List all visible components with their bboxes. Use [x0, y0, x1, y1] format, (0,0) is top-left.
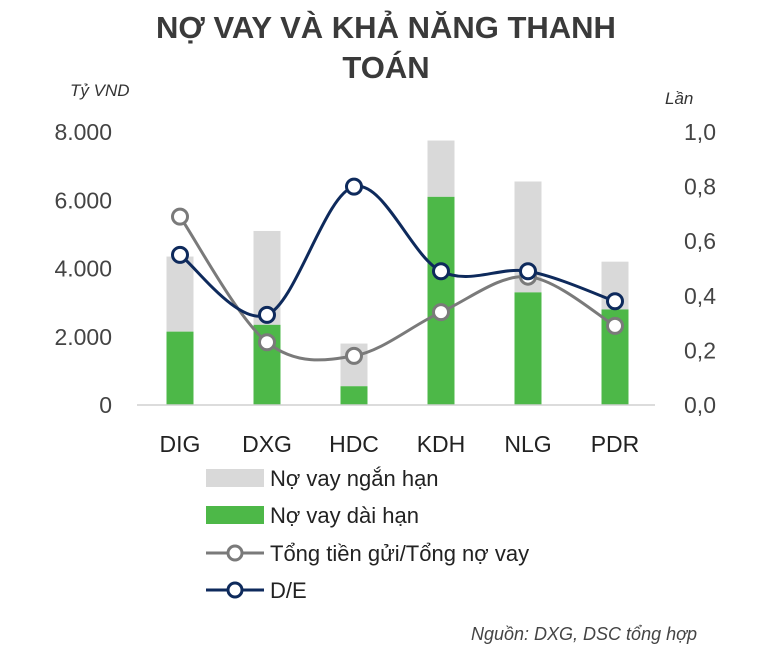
category-label: HDC: [329, 431, 379, 457]
bar-long-term: [427, 196, 455, 405]
right-tick-label: 0,0: [684, 392, 716, 418]
bar-long-term: [340, 386, 368, 405]
de-ratio-point: [606, 292, 624, 311]
deposit-ratio-point: [258, 333, 276, 352]
de-ratio-point: [519, 262, 537, 281]
deposit-ratio-point: [606, 316, 624, 335]
bar-long-term: [514, 292, 542, 405]
legend-swatch-marker: [226, 581, 244, 599]
deposit-ratio-line: [178, 215, 616, 362]
left-axis-unit: Tỷ VND: [70, 81, 130, 100]
category-label: KDH: [417, 431, 466, 457]
chart-title-line-1: NỢ VAY VÀ KHẢ NĂNG THANH: [156, 10, 616, 45]
de-ratio-point: [171, 245, 189, 264]
legend-swatch-bar: [206, 506, 264, 524]
right-tick-label: 0,6: [684, 228, 716, 254]
left-tick-label: 0: [99, 392, 112, 418]
legend-label: Nợ vay ngắn hạn: [270, 466, 439, 491]
deposit-ratio-point: [171, 207, 189, 226]
left-tick-label: 8.000: [54, 119, 112, 145]
right-tick-label: 1,0: [684, 119, 716, 145]
deposit-ratio-point: [345, 346, 363, 365]
legend-label: Nợ vay dài hạn: [270, 503, 419, 528]
source-note: Nguồn: DXG, DSC tổng hợp: [471, 624, 697, 644]
category-label: DIG: [160, 431, 201, 457]
legend-swatch-bar: [206, 469, 264, 487]
right-tick-label: 0,8: [684, 174, 716, 200]
de-ratio-point: [432, 262, 450, 281]
plot-area: 0 2.000 4.000 6.000 8.000 0,0 0,2 0,4 0,6 0,8 1,0 D…: [54, 119, 716, 457]
category-label: PDR: [591, 431, 640, 457]
bar-long-term: [166, 331, 194, 405]
legend-label: D/E: [270, 578, 307, 603]
bar-short-term: [427, 140, 455, 197]
left-tick-label: 2.000: [54, 324, 112, 350]
right-tick-label: 0,2: [684, 337, 716, 363]
right-tick-label: 0,4: [684, 283, 716, 309]
right-axis-unit: Lần: [665, 89, 693, 108]
legend-swatch-marker: [226, 544, 244, 562]
de-ratio-point: [345, 177, 363, 196]
left-tick-label: 6.000: [54, 187, 112, 213]
deposit-ratio-point: [432, 303, 450, 322]
legend: Nợ vay ngắn hạn Nợ vay dài hạn Tổng tiền g…: [206, 466, 529, 603]
legend-label: Tổng tiền gửi/Tổng nợ vay: [270, 541, 529, 566]
category-label: NLG: [504, 431, 551, 457]
left-tick-label: 4.000: [54, 256, 112, 282]
chart-title-line-2: TOÁN: [342, 50, 429, 85]
de-ratio-point: [258, 305, 276, 324]
de-ratio-line: [179, 184, 616, 318]
bar-short-term: [166, 256, 194, 332]
category-label: DXG: [242, 431, 292, 457]
